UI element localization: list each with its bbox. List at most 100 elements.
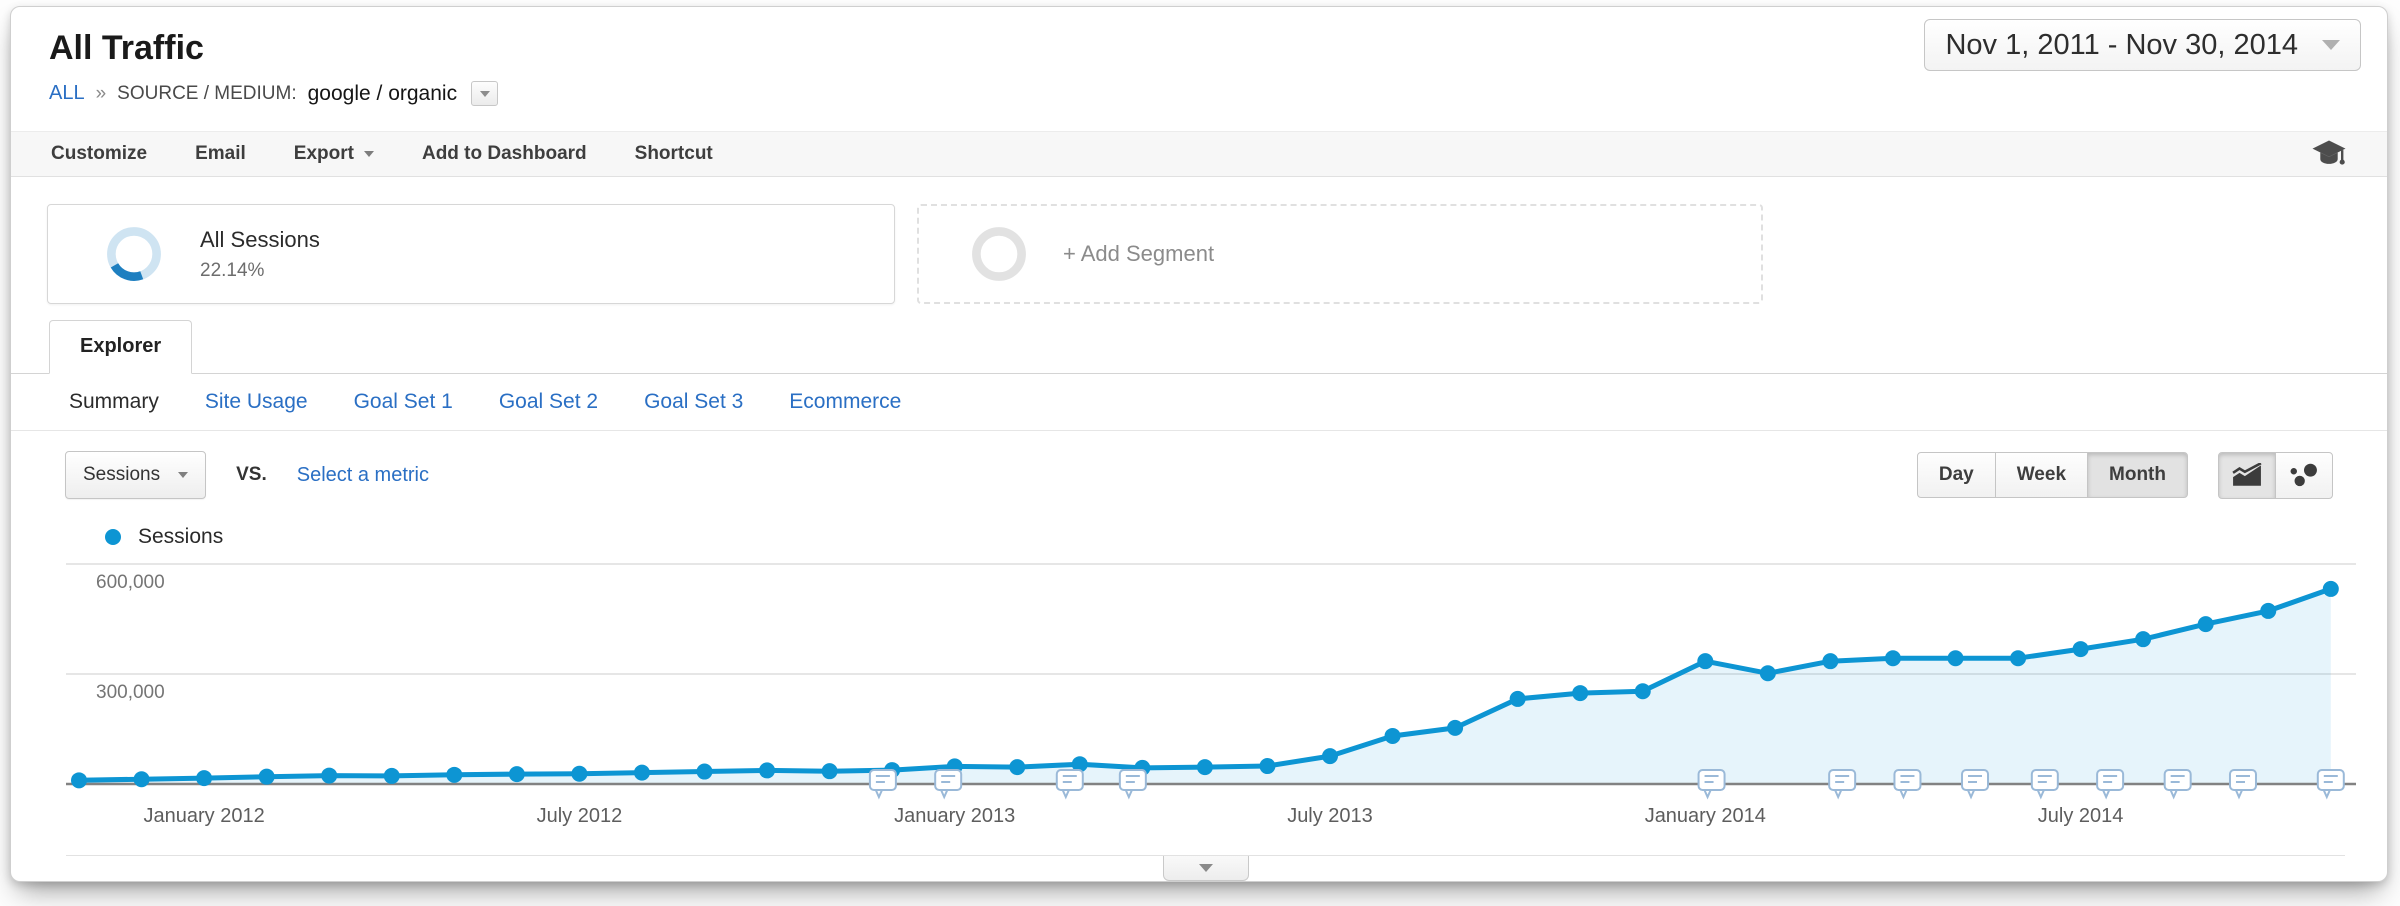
data-point[interactable] bbox=[759, 762, 776, 779]
annotation-icon[interactable] bbox=[1828, 769, 1857, 800]
chart-type-button-group bbox=[2218, 451, 2333, 499]
data-point[interactable] bbox=[1822, 653, 1839, 670]
customize-label: Customize bbox=[51, 143, 148, 164]
line-chart-type-button[interactable] bbox=[2218, 451, 2276, 499]
add-to-dashboard-label: Add to Dashboard bbox=[421, 143, 587, 164]
traffic-chart: 300,000 600,000 January 2012 July 2012 Janua… bbox=[66, 563, 2356, 827]
subtab-summary[interactable]: Summary bbox=[69, 390, 159, 413]
chevron-down-icon bbox=[479, 90, 490, 97]
y-axis-label: 300,000 bbox=[96, 682, 165, 703]
data-point[interactable] bbox=[508, 766, 525, 783]
data-point[interactable] bbox=[2010, 650, 2027, 667]
granularity-month-button[interactable]: Month bbox=[2087, 452, 2188, 498]
data-point[interactable] bbox=[1322, 748, 1338, 765]
data-point[interactable] bbox=[196, 770, 213, 787]
segment-donut-icon bbox=[107, 227, 161, 281]
annotation-icon[interactable] bbox=[934, 769, 963, 800]
annotation-icon[interactable] bbox=[2096, 769, 2125, 800]
breadcrumb-dimension-value: google / organic bbox=[307, 81, 458, 105]
data-point[interactable] bbox=[571, 765, 588, 782]
annotation-icon[interactable] bbox=[868, 769, 897, 800]
data-point[interactable] bbox=[258, 768, 275, 785]
granularity-day-button[interactable]: Day bbox=[1916, 452, 1996, 498]
data-point[interactable] bbox=[1947, 650, 1964, 667]
breadcrumb-dimension-label: SOURCE / MEDIUM: bbox=[117, 82, 297, 104]
data-point[interactable] bbox=[2260, 602, 2277, 619]
annotations-drawer-toggle-button[interactable] bbox=[1162, 856, 1249, 881]
data-point[interactable] bbox=[821, 763, 838, 780]
select-a-metric-link[interactable]: Select a metric bbox=[296, 463, 429, 486]
granularity-button-group: Day Week Month bbox=[1916, 452, 2188, 498]
data-point[interactable] bbox=[446, 766, 463, 783]
motion-chart-type-button[interactable] bbox=[2275, 451, 2333, 499]
data-point[interactable] bbox=[696, 763, 713, 780]
annotation-icon[interactable] bbox=[1055, 769, 1084, 800]
breadcrumb-dropdown-button[interactable] bbox=[471, 81, 499, 106]
subtab-goal-set-1[interactable]: Goal Set 1 bbox=[353, 390, 453, 413]
data-point[interactable] bbox=[2322, 580, 2339, 597]
x-axis-label: July 2013 bbox=[1287, 805, 1373, 827]
email-button[interactable]: Email bbox=[195, 143, 246, 165]
data-point[interactable] bbox=[1384, 727, 1401, 744]
annotation-icon[interactable] bbox=[1961, 769, 1990, 800]
annotation-icon[interactable] bbox=[1118, 769, 1147, 800]
data-point[interactable] bbox=[1884, 650, 1901, 667]
x-axis-label: January 2014 bbox=[1645, 805, 1766, 827]
education-graduation-cap-icon[interactable] bbox=[2311, 139, 2347, 169]
customize-button[interactable]: Customize bbox=[51, 143, 147, 165]
data-point[interactable] bbox=[2072, 641, 2089, 658]
vs-label: VS. bbox=[236, 464, 267, 485]
line-chart-icon bbox=[2232, 463, 2262, 486]
subtab-site-usage[interactable]: Site Usage bbox=[204, 390, 308, 413]
data-point[interactable] bbox=[1071, 756, 1088, 773]
data-point[interactable] bbox=[1572, 685, 1589, 702]
empty-donut-icon bbox=[972, 227, 1026, 281]
annotation-icon[interactable] bbox=[2163, 769, 2192, 800]
data-point[interactable] bbox=[1697, 653, 1714, 670]
report-header: All Traffic ALL » SOURCE / MEDIUM: googl… bbox=[11, 7, 2387, 131]
subtab-ecommerce[interactable]: Ecommerce bbox=[789, 390, 902, 413]
data-point[interactable] bbox=[1447, 719, 1464, 736]
breadcrumb-root-link[interactable]: ALL bbox=[49, 82, 85, 104]
x-axis-label: July 2014 bbox=[2038, 805, 2124, 827]
chevron-down-icon bbox=[1198, 864, 1213, 872]
data-point[interactable] bbox=[71, 772, 87, 789]
all-sessions-segment[interactable]: All Sessions 22.14% bbox=[47, 204, 895, 304]
data-point[interactable] bbox=[1759, 665, 1776, 682]
date-range-selector[interactable]: Nov 1, 2011 - Nov 30, 2014 bbox=[1924, 19, 2361, 71]
add-to-dashboard-button[interactable]: Add to Dashboard bbox=[422, 143, 587, 165]
sessions-area-fill bbox=[79, 588, 2331, 784]
annotation-icon[interactable] bbox=[1893, 769, 1922, 800]
annotation-icon[interactable] bbox=[2316, 769, 2345, 800]
data-point[interactable] bbox=[383, 767, 400, 784]
annotation-icon[interactable] bbox=[2228, 769, 2257, 800]
explorer-tab-row: Explorer bbox=[11, 319, 2387, 374]
data-point[interactable] bbox=[321, 767, 338, 784]
tab-explorer[interactable]: Explorer bbox=[49, 320, 193, 374]
add-segment-button[interactable]: + Add Segment bbox=[917, 204, 1763, 304]
motion-chart-icon bbox=[2290, 463, 2317, 487]
metric-selector-value: Sessions bbox=[83, 464, 161, 485]
data-point[interactable] bbox=[1634, 683, 1651, 700]
data-point[interactable] bbox=[1009, 759, 1026, 776]
metric-selector-dropdown[interactable]: Sessions bbox=[65, 451, 207, 499]
data-point[interactable] bbox=[133, 771, 150, 788]
data-point[interactable] bbox=[2197, 616, 2214, 633]
breadcrumb-separator: » bbox=[95, 82, 107, 104]
data-point[interactable] bbox=[1196, 759, 1213, 776]
annotation-icon[interactable] bbox=[2030, 769, 2059, 800]
granularity-week-button[interactable]: Week bbox=[1994, 452, 2089, 498]
export-button[interactable]: Export bbox=[294, 143, 374, 165]
annotation-icon[interactable] bbox=[1697, 769, 1726, 800]
chevron-down-icon bbox=[2322, 40, 2340, 50]
x-axis-label: July 2012 bbox=[537, 805, 623, 827]
subtab-goal-set-3[interactable]: Goal Set 3 bbox=[644, 390, 744, 413]
shortcut-button[interactable]: Shortcut bbox=[635, 143, 713, 165]
sessions-legend-label: Sessions bbox=[138, 525, 224, 548]
subtab-goal-set-2[interactable]: Goal Set 2 bbox=[498, 390, 599, 413]
data-point[interactable] bbox=[1259, 758, 1276, 775]
data-point[interactable] bbox=[633, 764, 650, 781]
data-point[interactable] bbox=[1509, 690, 1526, 707]
chart-controls: Sessions VS. Select a metric Day Week Mo… bbox=[11, 431, 2387, 519]
data-point[interactable] bbox=[2135, 631, 2152, 648]
